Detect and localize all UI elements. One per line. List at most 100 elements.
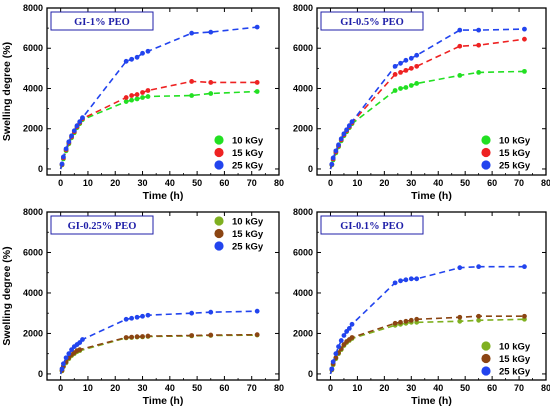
data-point — [457, 43, 463, 49]
plot-frame — [46, 7, 280, 176]
data-point — [346, 123, 352, 129]
data-point — [66, 351, 72, 357]
data-point — [80, 337, 85, 342]
x-tick-label: 60 — [487, 178, 497, 188]
legend-label: 10 kGy — [499, 342, 531, 353]
data-point — [69, 133, 74, 139]
y-tick-label: 8000 — [293, 207, 313, 217]
y-tick-label: 2000 — [23, 328, 43, 338]
data-point — [60, 154, 66, 160]
data-point — [123, 316, 129, 322]
series-trend-line — [329, 70, 525, 170]
y-tick-label: 6000 — [293, 247, 313, 257]
data-point — [403, 57, 409, 63]
y-tick-label: 2000 — [293, 124, 313, 134]
panel-1: 0 10 20 30 40 50 60 70 80 0 2000 4000 6000 8000 Time (… — [1, 3, 284, 202]
x-tick-label: 20 — [379, 383, 389, 393]
data-point — [66, 139, 72, 145]
data-point — [457, 73, 463, 78]
x-axis-title: Time (h) — [411, 190, 452, 202]
y-tick-label: 4000 — [293, 83, 313, 93]
data-point — [145, 94, 151, 99]
data-point — [346, 325, 352, 331]
data-point — [208, 332, 214, 338]
x-tick-label: 70 — [514, 178, 524, 188]
data-point — [254, 80, 260, 85]
data-point — [338, 136, 344, 142]
data-point — [59, 366, 65, 372]
legend-marker — [214, 160, 224, 170]
legend-label: 10 kGy — [232, 217, 264, 228]
series-trend-line — [59, 310, 258, 375]
data-point — [392, 280, 398, 286]
data-point — [392, 71, 398, 77]
x-tick-label: 10 — [352, 178, 362, 188]
data-point — [522, 68, 527, 74]
data-point — [398, 278, 403, 284]
x-tick-label: 0 — [328, 178, 333, 188]
data-point — [392, 88, 398, 93]
plot-frame — [316, 211, 547, 381]
data-point — [145, 333, 151, 339]
x-tick-label: 70 — [514, 383, 524, 393]
legend-marker — [214, 147, 224, 158]
legend-marker — [481, 135, 491, 145]
x-tick-label: 10 — [83, 383, 93, 393]
panel-title-box — [50, 11, 154, 31]
data-point — [63, 355, 69, 361]
legend-label: 10 kGy — [499, 136, 531, 147]
x-tick-label: 80 — [541, 383, 550, 393]
y-tick-label: 0 — [38, 164, 43, 174]
data-point — [208, 29, 214, 35]
legend-marker — [481, 147, 491, 158]
data-point — [189, 79, 195, 84]
y-tick-label: 4000 — [293, 288, 313, 298]
legend-label: 15 kGy — [499, 148, 531, 159]
data-point — [145, 48, 151, 54]
data-point — [457, 27, 463, 33]
x-tick-label: 40 — [165, 383, 175, 393]
x-tick-label: 70 — [247, 383, 257, 393]
legend-marker — [214, 228, 224, 239]
data-point — [414, 316, 420, 322]
data-point — [208, 91, 214, 96]
panel-title-box — [320, 215, 424, 235]
series-trend-line — [329, 315, 525, 375]
data-point — [349, 119, 355, 125]
data-point — [522, 264, 527, 270]
data-point — [189, 93, 195, 98]
legend-marker — [214, 216, 224, 226]
x-tick-label: 30 — [138, 383, 148, 393]
data-point — [189, 333, 195, 338]
legend-marker — [481, 353, 491, 364]
x-tick-label: 20 — [110, 178, 120, 188]
series-trend-line — [59, 26, 258, 170]
data-point — [134, 314, 140, 320]
data-point — [123, 58, 129, 64]
panel-title: GI-0.25% PEO — [68, 221, 137, 232]
data-point — [457, 314, 463, 320]
data-point — [476, 42, 482, 48]
data-point — [457, 318, 463, 324]
legend-label: 25 kGy — [499, 161, 531, 172]
data-point — [398, 319, 403, 325]
data-point — [476, 264, 482, 270]
x-axis-title: Time (h) — [143, 395, 184, 407]
data-point — [476, 69, 482, 75]
data-point — [140, 313, 145, 319]
x-tick-label: 0 — [328, 383, 333, 393]
series-trend-line — [59, 90, 258, 170]
data-point — [336, 344, 341, 350]
data-point — [189, 310, 195, 316]
y-tick-label: 0 — [308, 369, 313, 379]
x-tick-label: 10 — [352, 383, 362, 393]
panel-3: 0 10 20 30 40 50 60 70 80 0 2000 4000 6000 8000 Time (… — [1, 207, 284, 407]
data-point — [129, 56, 135, 62]
y-tick-label: 0 — [308, 164, 313, 174]
panel-title-box — [320, 11, 424, 31]
data-point — [392, 63, 398, 69]
y-tick-label: 4000 — [23, 83, 43, 93]
panel-title: GI-0.5% PEO — [340, 17, 404, 28]
data-point — [398, 60, 403, 66]
x-tick-label: 80 — [541, 178, 550, 188]
